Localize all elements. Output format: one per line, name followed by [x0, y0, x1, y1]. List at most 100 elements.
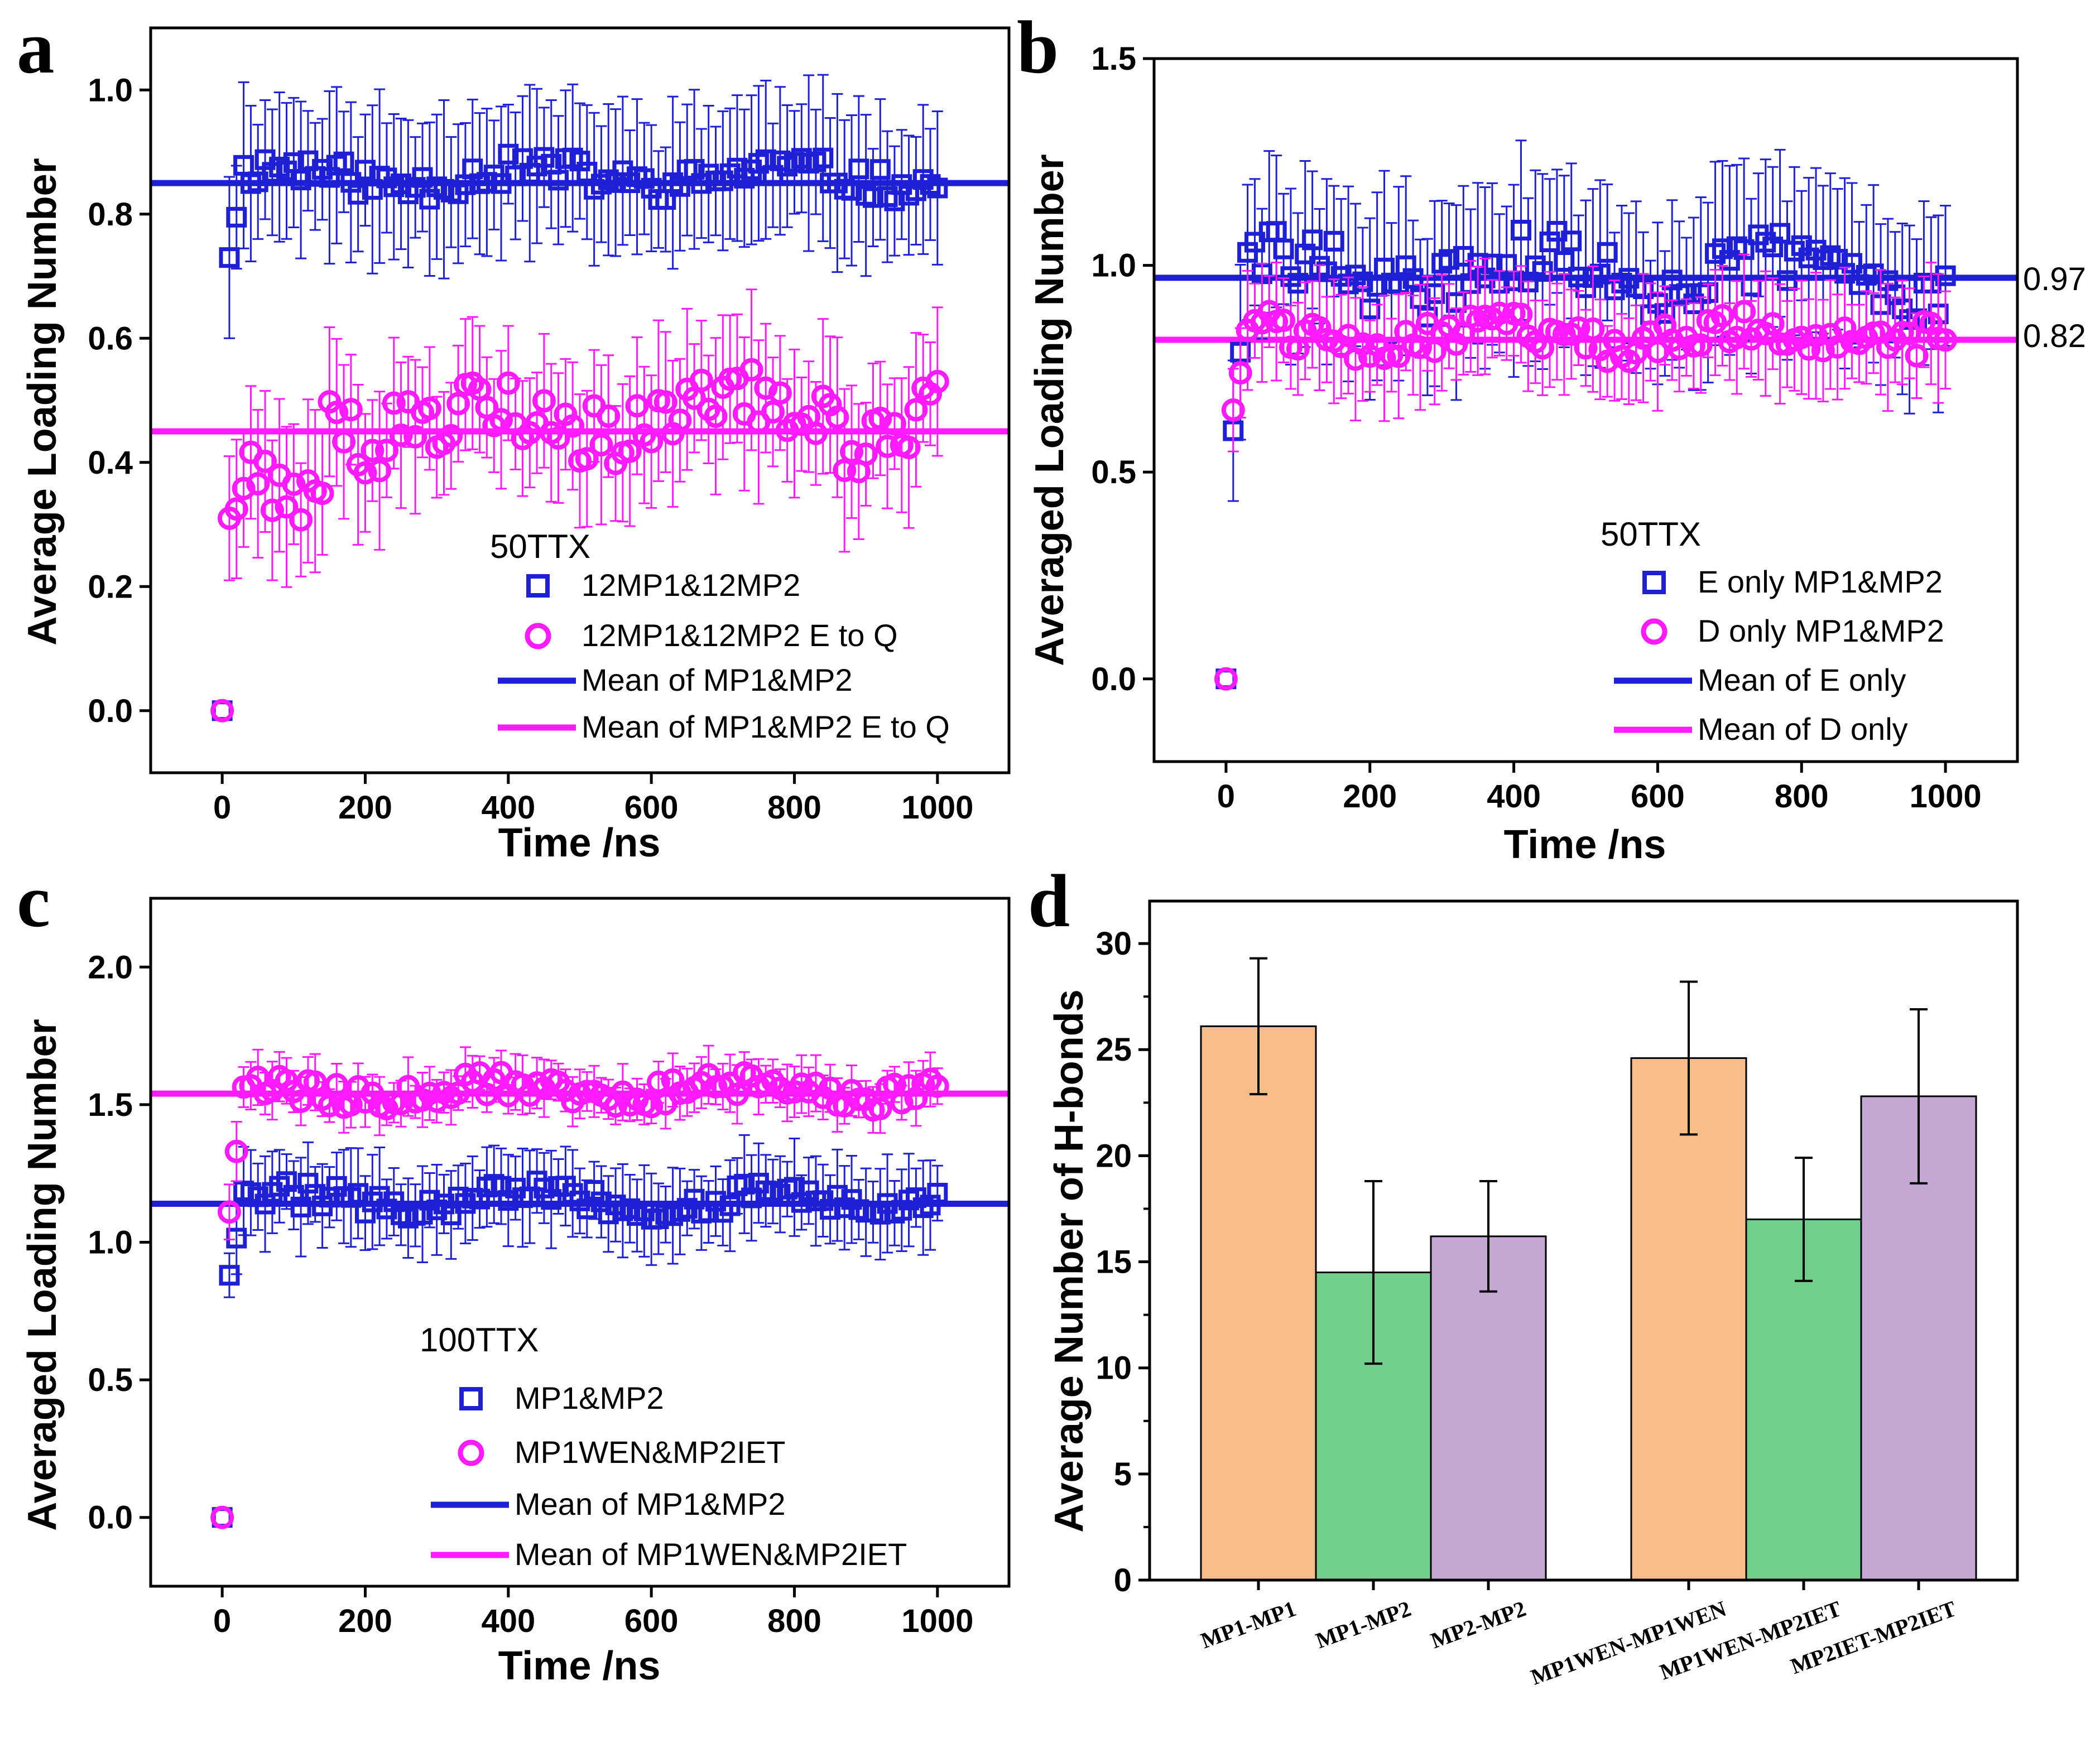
legend-marker-square-c: [459, 1387, 483, 1410]
data-point-b-0-37: [1482, 253, 1503, 275]
data-point-a-1-20: [353, 461, 377, 485]
legend-marker-square-a: [526, 574, 550, 598]
data-point-a-1-40: [496, 371, 520, 395]
series-a-0: [212, 74, 948, 721]
data-point-c-0-71: [719, 1195, 741, 1216]
data-point-b-1-71: [1725, 325, 1749, 349]
data-point-c-0-1: [219, 1265, 240, 1286]
data-point-a-1-23: [374, 439, 398, 463]
data-point-a-1-53: [589, 433, 613, 457]
data-point-b-1-100: [1934, 328, 1958, 352]
data-point-b-0-41: [1510, 219, 1531, 240]
x-tick-label-a-3: 600: [624, 789, 679, 826]
data-point-b-1-8: [1272, 308, 1296, 332]
data-point-c-1-60: [640, 1095, 664, 1119]
legend-title-b: 50TTX: [1601, 516, 1701, 553]
x-tick-label-c-4: 800: [767, 1603, 821, 1639]
legend-entry-b-4: Mean of D only: [1698, 711, 1908, 747]
category-label-1: MP1-MP2: [1313, 1596, 1414, 1653]
data-point-a-1-64: [668, 408, 692, 432]
y-tick-label-d-3: 15: [1095, 1244, 1132, 1280]
data-point-b-1-69: [1710, 304, 1734, 328]
data-point-b-0-20: [1359, 298, 1381, 320]
data-point-a-1-69: [704, 404, 728, 428]
y-tick-label-c-0: 0.0: [88, 1500, 133, 1536]
legend-b: E only MP1&MP2 D only MP1&MP2 Mean of E …: [1698, 564, 1944, 747]
legend-entry-c-3: Mean of MP1&MP2: [515, 1486, 786, 1521]
panel-b: b Averaged Loading Number Time /ns 50TTX…: [1017, 6, 2086, 867]
panel-c: c Averaged Loading Number Time /ns 100TT…: [17, 860, 1011, 1688]
legend-marker-circle-c: [458, 1439, 484, 1466]
data-point-a-0-100: [927, 177, 948, 199]
data-point-b-1-96: [1905, 344, 1929, 368]
series-c-1: [210, 1044, 949, 1529]
data-point-a-1-45: [532, 389, 556, 413]
data-point-a-1-51: [575, 447, 599, 471]
data-point-a-1-24: [382, 391, 406, 415]
data-point-a-1-96: [897, 436, 921, 460]
data-point-a-1-83: [804, 421, 828, 445]
data-point-a-1-100: [925, 369, 949, 393]
data-point-a-1-3: [232, 476, 256, 500]
y-axis-title-a: Average Loading Number: [20, 158, 65, 646]
data-point-b-0-100: [1935, 265, 1956, 286]
data-point-a-1-57: [618, 439, 642, 463]
data-point-b-1-1: [1221, 398, 1245, 422]
x-axis-title-a: Time /ns: [498, 821, 661, 865]
legend-marker-circle-b: [1641, 618, 1667, 645]
data-point-b-1-95: [1897, 321, 1921, 345]
data-point-a-1-78: [768, 381, 792, 405]
data-point-a-0-89: [848, 158, 869, 180]
data-point-a-1-93: [876, 435, 900, 459]
data-point-a-1-32: [439, 424, 463, 448]
legend-title-c: 100TTX: [420, 1321, 539, 1359]
x-tick-label-b-3: 600: [1631, 778, 1685, 815]
plot-frame-b: [1152, 57, 2019, 763]
data-point-b-1-27: [1408, 335, 1432, 359]
data-point-a-1-11: [289, 508, 313, 532]
data-point-a-1-97: [904, 398, 928, 422]
data-point-b-0-10: [1287, 273, 1309, 294]
x-tick-label-a-5: 1000: [901, 789, 973, 826]
data-point-c-1-61: [646, 1070, 670, 1094]
x-axis-title-c: Time /ns: [498, 1644, 661, 1688]
y-tick-label-a-0: 0.0: [88, 693, 133, 729]
panel-label-b: b: [1017, 6, 1059, 89]
y-tick-label-d-1: 5: [1114, 1456, 1132, 1492]
data-point-b-0-8: [1273, 238, 1294, 259]
data-point-b-0-14: [1316, 261, 1337, 282]
plot-frame-d: [1148, 899, 2019, 1582]
data-point-a-1-88: [840, 440, 864, 464]
data-point-b-1-66: [1689, 333, 1713, 357]
panel-label-c: c: [17, 860, 50, 943]
data-point-a-0-17: [333, 151, 354, 172]
data-point-a-1-27: [403, 425, 427, 449]
data-point-a-1-17: [332, 430, 356, 454]
data-point-a-0-84: [813, 147, 834, 168]
legend-title-a: 50TTX: [490, 528, 590, 565]
data-point-a-1-76: [754, 376, 778, 400]
data-point-a-1-92: [868, 406, 892, 430]
data-point-a-0-19: [348, 184, 369, 205]
legend-entry-b-1: E only MP1&MP2: [1698, 564, 1943, 599]
data-point-a-0-47: [548, 170, 569, 191]
data-point-a-0-88: [841, 180, 862, 201]
panel-label-a: a: [17, 6, 55, 89]
panel-d: d Average Number of H-bonds 0 5 10 15 20 25 30…: [1028, 860, 2019, 1690]
data-point-b-1-76: [1761, 312, 1785, 336]
y-tick-label-d-0: 0: [1114, 1562, 1132, 1598]
data-point-a-1-58: [625, 394, 649, 418]
data-point-a-1-25: [389, 423, 413, 447]
x-tick-label-c-3: 600: [624, 1603, 679, 1639]
data-point-a-0-92: [869, 159, 891, 180]
data-point-a-1-90: [854, 442, 878, 466]
data-point-b-0-47: [1554, 251, 1575, 272]
data-point-a-1-94: [882, 412, 906, 436]
series-b-0: [1215, 139, 1956, 690]
y-tick-label-a-4: 0.8: [88, 196, 133, 233]
y-tick-label-a-5: 1.0: [88, 72, 133, 108]
legend-entry-b-3: Mean of E only: [1698, 662, 1906, 697]
data-point-b-0-53: [1597, 242, 1618, 263]
y-tick-label-d-6: 30: [1095, 926, 1132, 962]
